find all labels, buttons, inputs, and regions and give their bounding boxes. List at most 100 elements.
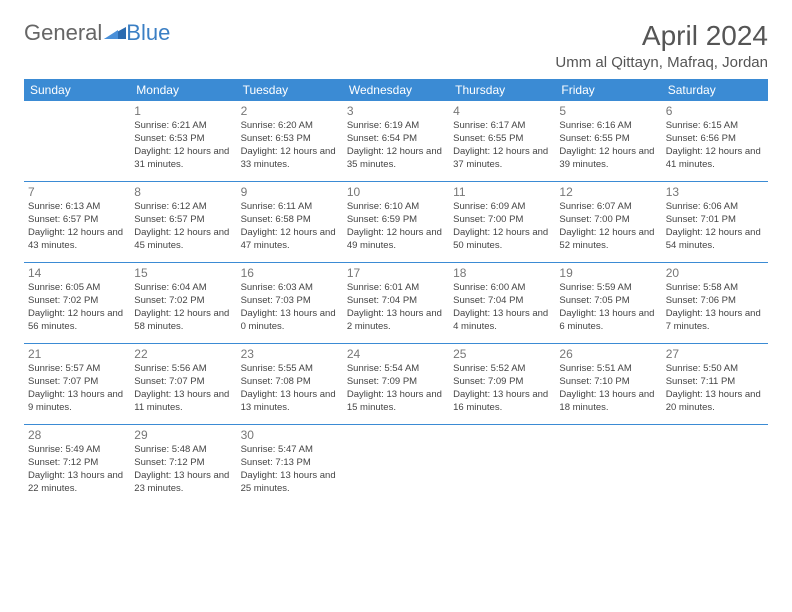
title-block: April 2024 Umm al Qittayn, Mafraq, Jorda…: [555, 20, 768, 77]
sunset-text: Sunset: 7:08 PM: [241, 376, 339, 389]
day-number: 14: [28, 265, 126, 281]
calendar-row: 1Sunrise: 6:21 AMSunset: 6:53 PMDaylight…: [24, 101, 768, 182]
sunset-text: Sunset: 6:58 PM: [241, 214, 339, 227]
calendar-cell: 10Sunrise: 6:10 AMSunset: 6:59 PMDayligh…: [343, 182, 449, 263]
day-number: 25: [453, 346, 551, 362]
daylight-text: Daylight: 13 hours and 7 minutes.: [666, 308, 764, 334]
day-number: 5: [559, 103, 657, 119]
calendar-cell: 18Sunrise: 6:00 AMSunset: 7:04 PMDayligh…: [449, 263, 555, 344]
sunset-text: Sunset: 6:55 PM: [453, 133, 551, 146]
sunrise-text: Sunrise: 5:49 AM: [28, 444, 126, 457]
sunrise-text: Sunrise: 5:54 AM: [347, 363, 445, 376]
daylight-text: Daylight: 12 hours and 52 minutes.: [559, 227, 657, 253]
calendar-cell: 24Sunrise: 5:54 AMSunset: 7:09 PMDayligh…: [343, 344, 449, 425]
month-title: April 2024: [555, 20, 768, 52]
sunset-text: Sunset: 7:04 PM: [453, 295, 551, 308]
sunrise-text: Sunrise: 6:16 AM: [559, 120, 657, 133]
daylight-text: Daylight: 13 hours and 25 minutes.: [241, 470, 339, 496]
calendar-cell: 5Sunrise: 6:16 AMSunset: 6:55 PMDaylight…: [555, 101, 661, 182]
sunrise-text: Sunrise: 6:06 AM: [666, 201, 764, 214]
sunset-text: Sunset: 7:12 PM: [28, 457, 126, 470]
daylight-text: Daylight: 13 hours and 22 minutes.: [28, 470, 126, 496]
weekday-header: Sunday: [24, 79, 130, 101]
logo-text-general: General: [24, 20, 102, 46]
header: General Blue April 2024 Umm al Qittayn, …: [24, 20, 768, 77]
calendar-cell: 1Sunrise: 6:21 AMSunset: 6:53 PMDaylight…: [130, 101, 236, 182]
calendar-row: 14Sunrise: 6:05 AMSunset: 7:02 PMDayligh…: [24, 263, 768, 344]
day-number: 20: [666, 265, 764, 281]
sunset-text: Sunset: 7:02 PM: [28, 295, 126, 308]
calendar-cell: 15Sunrise: 6:04 AMSunset: 7:02 PMDayligh…: [130, 263, 236, 344]
day-number: 21: [28, 346, 126, 362]
sunset-text: Sunset: 7:04 PM: [347, 295, 445, 308]
daylight-text: Daylight: 12 hours and 50 minutes.: [453, 227, 551, 253]
sunset-text: Sunset: 7:06 PM: [666, 295, 764, 308]
sunset-text: Sunset: 6:57 PM: [28, 214, 126, 227]
calendar-cell: 7Sunrise: 6:13 AMSunset: 6:57 PMDaylight…: [24, 182, 130, 263]
sunrise-text: Sunrise: 6:01 AM: [347, 282, 445, 295]
day-number: 1: [134, 103, 232, 119]
daylight-text: Daylight: 12 hours and 37 minutes.: [453, 146, 551, 172]
day-number: 23: [241, 346, 339, 362]
day-number: 2: [241, 103, 339, 119]
calendar-cell: [343, 425, 449, 506]
weekday-header: Tuesday: [237, 79, 343, 101]
sunrise-text: Sunrise: 6:15 AM: [666, 120, 764, 133]
weekday-header: Saturday: [662, 79, 768, 101]
calendar-cell: 6Sunrise: 6:15 AMSunset: 6:56 PMDaylight…: [662, 101, 768, 182]
sunrise-text: Sunrise: 6:09 AM: [453, 201, 551, 214]
daylight-text: Daylight: 12 hours and 39 minutes.: [559, 146, 657, 172]
day-number: 18: [453, 265, 551, 281]
sunrise-text: Sunrise: 6:03 AM: [241, 282, 339, 295]
sunrise-text: Sunrise: 5:58 AM: [666, 282, 764, 295]
day-number: 7: [28, 184, 126, 200]
calendar-cell: 13Sunrise: 6:06 AMSunset: 7:01 PMDayligh…: [662, 182, 768, 263]
sunrise-text: Sunrise: 5:56 AM: [134, 363, 232, 376]
sunrise-text: Sunrise: 6:07 AM: [559, 201, 657, 214]
calendar-cell: 14Sunrise: 6:05 AMSunset: 7:02 PMDayligh…: [24, 263, 130, 344]
daylight-text: Daylight: 13 hours and 11 minutes.: [134, 389, 232, 415]
calendar-cell: 29Sunrise: 5:48 AMSunset: 7:12 PMDayligh…: [130, 425, 236, 506]
day-number: 15: [134, 265, 232, 281]
daylight-text: Daylight: 12 hours and 45 minutes.: [134, 227, 232, 253]
daylight-text: Daylight: 13 hours and 4 minutes.: [453, 308, 551, 334]
day-number: 9: [241, 184, 339, 200]
sunset-text: Sunset: 6:59 PM: [347, 214, 445, 227]
calendar-cell: 22Sunrise: 5:56 AMSunset: 7:07 PMDayligh…: [130, 344, 236, 425]
sunset-text: Sunset: 6:53 PM: [241, 133, 339, 146]
day-number: 22: [134, 346, 232, 362]
daylight-text: Daylight: 12 hours and 56 minutes.: [28, 308, 126, 334]
daylight-text: Daylight: 13 hours and 20 minutes.: [666, 389, 764, 415]
sunset-text: Sunset: 7:10 PM: [559, 376, 657, 389]
daylight-text: Daylight: 12 hours and 58 minutes.: [134, 308, 232, 334]
sunrise-text: Sunrise: 6:04 AM: [134, 282, 232, 295]
day-number: 26: [559, 346, 657, 362]
calendar-cell: 30Sunrise: 5:47 AMSunset: 7:13 PMDayligh…: [237, 425, 343, 506]
weekday-header: Friday: [555, 79, 661, 101]
calendar-cell: 8Sunrise: 6:12 AMSunset: 6:57 PMDaylight…: [130, 182, 236, 263]
daylight-text: Daylight: 13 hours and 23 minutes.: [134, 470, 232, 496]
daylight-text: Daylight: 13 hours and 15 minutes.: [347, 389, 445, 415]
calendar-cell: [555, 425, 661, 506]
daylight-text: Daylight: 13 hours and 13 minutes.: [241, 389, 339, 415]
calendar-cell: 27Sunrise: 5:50 AMSunset: 7:11 PMDayligh…: [662, 344, 768, 425]
sunrise-text: Sunrise: 6:12 AM: [134, 201, 232, 214]
sunrise-text: Sunrise: 5:51 AM: [559, 363, 657, 376]
sunset-text: Sunset: 7:07 PM: [28, 376, 126, 389]
sunset-text: Sunset: 7:09 PM: [347, 376, 445, 389]
daylight-text: Daylight: 12 hours and 33 minutes.: [241, 146, 339, 172]
daylight-text: Daylight: 13 hours and 18 minutes.: [559, 389, 657, 415]
day-number: 24: [347, 346, 445, 362]
calendar-cell: 12Sunrise: 6:07 AMSunset: 7:00 PMDayligh…: [555, 182, 661, 263]
calendar-row: 28Sunrise: 5:49 AMSunset: 7:12 PMDayligh…: [24, 425, 768, 506]
calendar-cell: 3Sunrise: 6:19 AMSunset: 6:54 PMDaylight…: [343, 101, 449, 182]
sunset-text: Sunset: 7:00 PM: [453, 214, 551, 227]
sunrise-text: Sunrise: 6:17 AM: [453, 120, 551, 133]
sunset-text: Sunset: 7:00 PM: [559, 214, 657, 227]
daylight-text: Daylight: 13 hours and 0 minutes.: [241, 308, 339, 334]
day-number: 27: [666, 346, 764, 362]
calendar-cell: 21Sunrise: 5:57 AMSunset: 7:07 PMDayligh…: [24, 344, 130, 425]
sunrise-text: Sunrise: 6:13 AM: [28, 201, 126, 214]
day-number: 10: [347, 184, 445, 200]
day-number: 17: [347, 265, 445, 281]
